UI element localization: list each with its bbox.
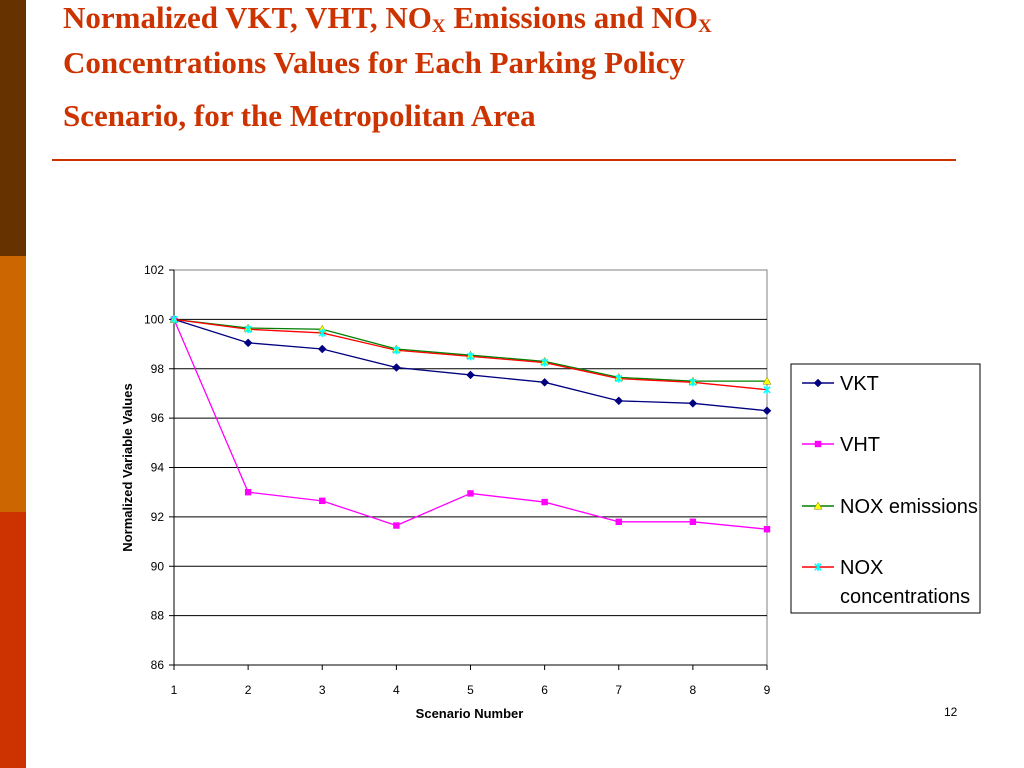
y-tick-label: 94 bbox=[151, 461, 165, 475]
data-point bbox=[615, 518, 622, 526]
x-tick-label: 1 bbox=[171, 683, 178, 697]
title-text-part1: Normalized VKT, VHT, NO bbox=[63, 0, 432, 35]
title-subscript-2: X bbox=[697, 16, 712, 37]
y-tick-label: 100 bbox=[144, 312, 164, 326]
title-underline bbox=[52, 159, 956, 161]
slide-title-line-1: Normalized VKT, VHT, NOX Emissions and N… bbox=[63, 0, 963, 41]
legend-marker bbox=[813, 378, 823, 388]
data-point bbox=[540, 377, 549, 387]
data-point bbox=[614, 396, 624, 406]
legend-marker bbox=[814, 563, 822, 571]
legend-marker bbox=[814, 440, 822, 448]
sidebar-stripe-red bbox=[0, 512, 26, 768]
data-point bbox=[540, 358, 549, 367]
data-point bbox=[393, 522, 400, 529]
slide-title: Normalized VKT, VHT, NOX Emissions and N… bbox=[63, 0, 963, 139]
slide-title-line-2: Concentrations Values for Each Parking P… bbox=[63, 44, 686, 80]
legend-box bbox=[790, 363, 981, 614]
x-tick-label: 3 bbox=[319, 683, 326, 697]
data-point bbox=[319, 497, 326, 505]
data-point bbox=[689, 518, 697, 526]
x-tick-label: 7 bbox=[615, 683, 622, 697]
x-axis-title: Scenario Number bbox=[416, 706, 524, 721]
x-tick-label: 6 bbox=[541, 683, 548, 697]
data-point bbox=[688, 398, 698, 408]
data-point bbox=[689, 378, 697, 387]
x-tick-label: 5 bbox=[467, 683, 474, 697]
legend-label: NOX bbox=[840, 557, 883, 579]
x-tick-label: 8 bbox=[690, 683, 697, 697]
data-point bbox=[615, 374, 623, 383]
data-point bbox=[244, 325, 252, 334]
data-point bbox=[318, 328, 326, 337]
y-tick-label: 90 bbox=[151, 559, 165, 573]
x-tick-label: 4 bbox=[393, 683, 400, 697]
legend-label-line2: concentrations bbox=[840, 586, 970, 608]
data-point bbox=[762, 376, 772, 385]
data-point bbox=[466, 352, 475, 361]
data-point bbox=[392, 346, 401, 355]
y-tick-label: 98 bbox=[151, 362, 165, 376]
data-point bbox=[170, 315, 178, 324]
data-point bbox=[763, 385, 771, 394]
legend-marker bbox=[813, 501, 823, 510]
data-point bbox=[763, 526, 771, 533]
data-point bbox=[467, 490, 474, 497]
title-subscript-1: X bbox=[431, 16, 446, 37]
y-tick-label: 86 bbox=[151, 658, 165, 672]
data-point bbox=[317, 344, 327, 354]
data-point bbox=[243, 338, 253, 348]
legend-label: VHT bbox=[840, 434, 880, 456]
sidebar-stripe-orange bbox=[0, 256, 26, 512]
page-number: 12 bbox=[944, 705, 958, 719]
x-tick-label: 2 bbox=[245, 683, 252, 697]
sidebar-stripe-dark bbox=[0, 0, 26, 256]
slide-title-line-3: Scenario, for the Metropolitan Area bbox=[63, 97, 536, 133]
y-tick-label: 92 bbox=[151, 510, 165, 524]
data-point bbox=[466, 370, 475, 380]
x-tick-label: 9 bbox=[764, 683, 771, 697]
data-point bbox=[762, 406, 772, 416]
data-point bbox=[244, 488, 252, 496]
y-tick-label: 102 bbox=[144, 263, 164, 277]
y-tick-label: 96 bbox=[151, 411, 165, 425]
legend-label: NOX emissions bbox=[840, 496, 978, 518]
legend-label: VKT bbox=[840, 373, 879, 395]
y-tick-label: 88 bbox=[151, 609, 165, 623]
y-axis-title: Normalized Variable Values bbox=[120, 383, 135, 551]
data-point bbox=[541, 498, 548, 506]
title-text-part2: Emissions and NO bbox=[445, 0, 698, 35]
data-point bbox=[392, 363, 401, 372]
